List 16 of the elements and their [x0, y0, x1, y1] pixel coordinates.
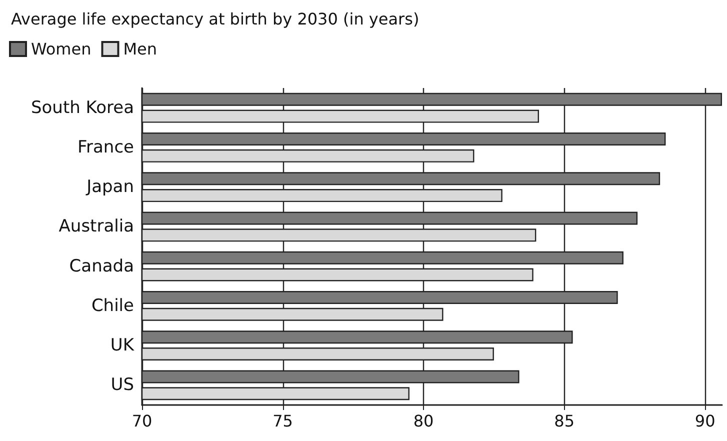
y-tick-label: South Korea: [30, 98, 134, 118]
y-tick-label: UK: [110, 336, 135, 356]
y-tick-label: Canada: [69, 256, 134, 276]
x-tick-label: 90: [694, 412, 716, 430]
y-tick-label: Japan: [86, 177, 134, 198]
chart-title: Average life expectancy at birth by 2030 (in years): [11, 10, 420, 28]
x-tick-label: 80: [413, 412, 434, 430]
x-tick-label: 70: [132, 412, 152, 430]
x-tick-label: 75: [272, 412, 293, 430]
y-tick-label: France: [77, 137, 134, 158]
y-tick-label: Chile: [91, 296, 134, 316]
y-tick-label: Australia: [58, 216, 134, 237]
y-tick-label: US: [110, 375, 134, 396]
legend-label: Men: [123, 40, 158, 58]
x-tick-label: 85: [554, 412, 575, 430]
legend-label: Women: [31, 40, 92, 58]
